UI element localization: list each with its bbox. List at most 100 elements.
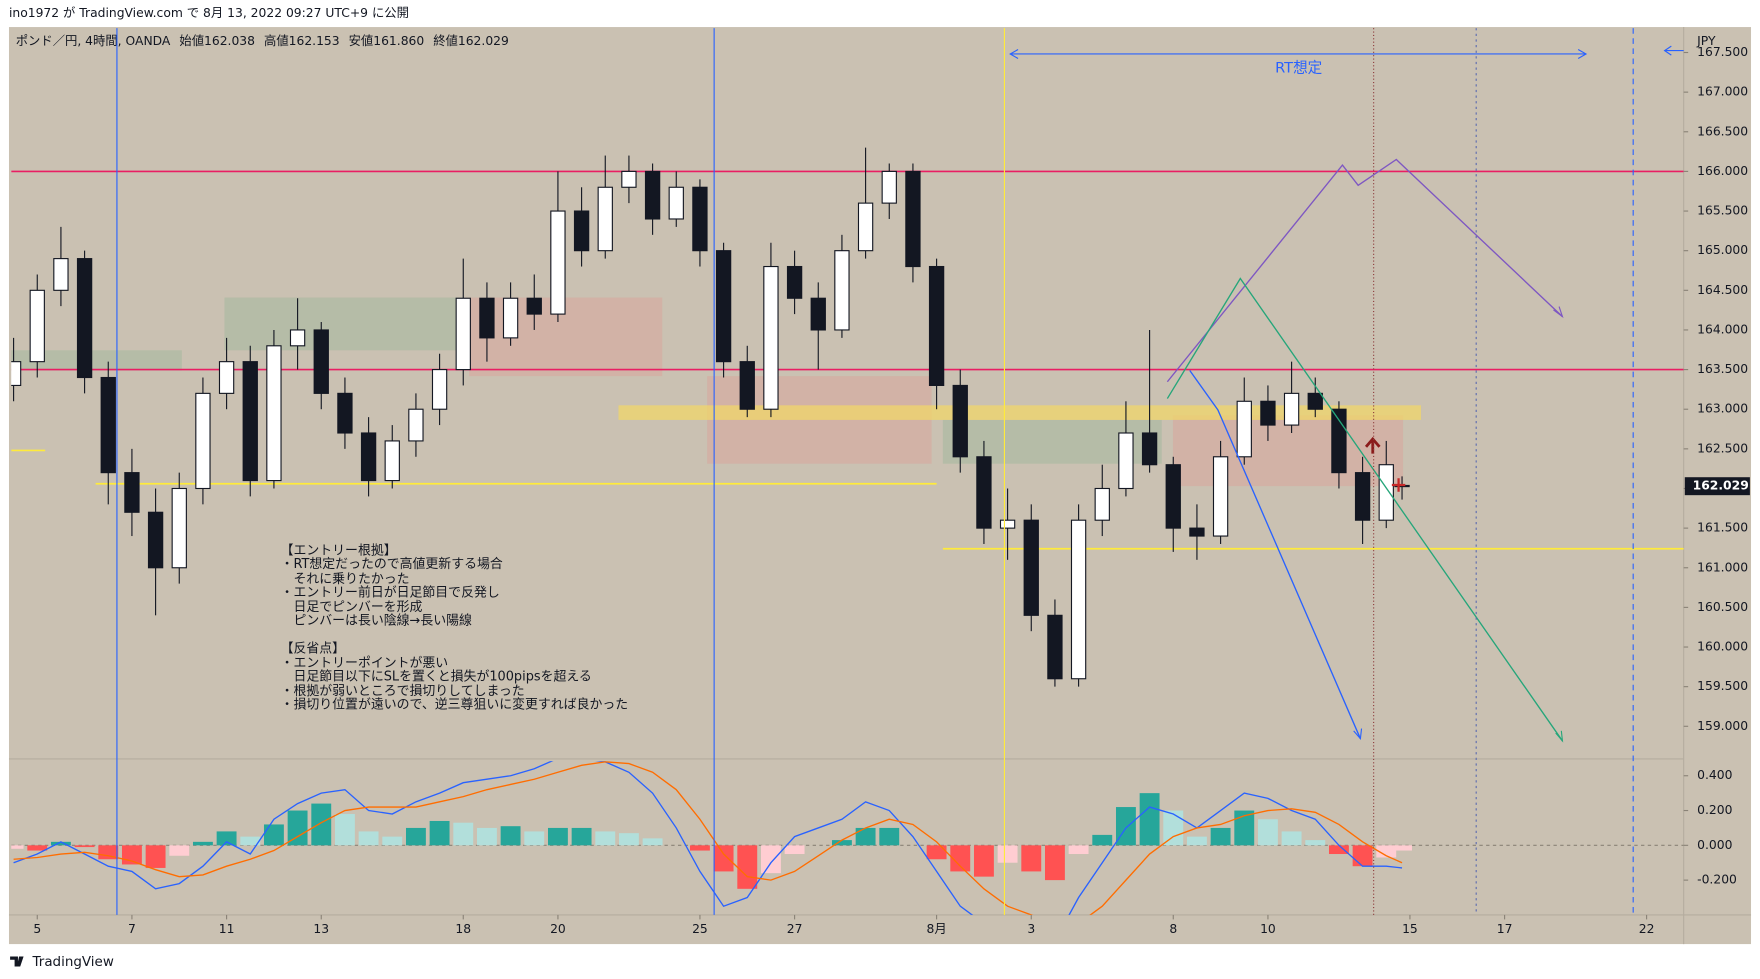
candle-body xyxy=(976,456,992,529)
candle-body xyxy=(502,297,519,339)
histogram-bar xyxy=(334,814,355,846)
x-tick-label: 17 xyxy=(1497,922,1513,936)
annotation-text: RT想定 xyxy=(1275,60,1322,77)
histogram-bar xyxy=(500,826,521,846)
note-line: ・根拠が弱いところで損切りしてしまった xyxy=(281,684,525,699)
histogram-bar xyxy=(429,820,450,846)
y-tick-label: 0.200 xyxy=(1697,803,1732,817)
note-line: 日足節目以下にSLを置くと損失が100pipsを超える xyxy=(281,669,592,684)
histogram-bar xyxy=(831,840,852,846)
candle-body xyxy=(857,202,874,252)
arrow-head xyxy=(1353,728,1363,741)
chart-title: ポンド／円, 4時間, OANDA xyxy=(16,34,171,48)
histogram-bar xyxy=(216,831,237,846)
histogram-bar xyxy=(1352,845,1373,867)
histogram-bar xyxy=(618,833,639,846)
ohlc-legend: 始値162.038 高値162.153 安値161.860 終値162.029 xyxy=(179,33,509,48)
zone xyxy=(224,297,463,351)
trend-drawings xyxy=(1009,45,1684,743)
note-line: ・RT想定だったので高値更新する場合 xyxy=(281,556,503,572)
note-line: ・エントリーポイントが悪い xyxy=(281,656,449,671)
candle-body xyxy=(408,408,424,442)
zone xyxy=(618,405,1422,420)
x-tick-label: 20 xyxy=(550,922,566,936)
candle-body xyxy=(550,210,566,315)
histogram-bar xyxy=(453,822,474,846)
x-tick-label: 18 xyxy=(455,922,471,936)
histogram-bar xyxy=(1068,845,1089,855)
histogram-bar xyxy=(263,824,284,846)
histogram-bar xyxy=(879,827,900,846)
candle-body xyxy=(644,170,661,220)
candle-body xyxy=(1189,527,1205,537)
candle-body xyxy=(739,361,755,410)
y-tick-label: 165.500 xyxy=(1697,204,1748,218)
chart-background xyxy=(8,27,1752,945)
y-tick-label: 167.000 xyxy=(1697,85,1748,99)
ohlc-value: 始値162.038 xyxy=(179,33,255,48)
histogram-bar xyxy=(1186,836,1207,846)
candle-body xyxy=(479,297,495,339)
histogram-bar xyxy=(524,831,545,846)
histogram-bar xyxy=(240,836,261,846)
lines xyxy=(11,170,1684,550)
candle-body xyxy=(11,361,22,387)
y-tick-label: 164.500 xyxy=(1697,283,1748,297)
y-tick-label: 165.000 xyxy=(1697,243,1748,257)
x-tick-label: 10 xyxy=(1260,922,1276,936)
histogram-bar xyxy=(997,845,1018,863)
candle-body xyxy=(242,361,258,482)
candle-body xyxy=(597,186,613,252)
y-tick-label: 164.000 xyxy=(1697,322,1748,336)
histogram-bar xyxy=(737,845,758,889)
candle-body xyxy=(1047,614,1063,680)
histogram-bar xyxy=(689,845,710,851)
macd-pane xyxy=(11,761,1684,915)
y-tick-label: 0.400 xyxy=(1697,768,1732,782)
candle-body xyxy=(1212,456,1229,537)
histogram-bar xyxy=(713,845,734,872)
histogram-bar xyxy=(760,845,781,874)
y-tick-label: 160.000 xyxy=(1697,640,1748,654)
histogram-bar xyxy=(1305,840,1326,846)
histogram-bar xyxy=(382,836,403,846)
candle-body xyxy=(1023,519,1039,616)
x-tick-label: 25 xyxy=(692,922,708,936)
y-tick-label: 0.000 xyxy=(1697,838,1732,852)
zone xyxy=(469,297,663,377)
x-tick-label: 15 xyxy=(1402,922,1418,936)
histogram-bar xyxy=(595,831,616,846)
note-line: ・損切り位置が遠いので、逆三尊狙いに変更すれば良かった xyxy=(281,697,629,713)
candle-body xyxy=(218,361,235,394)
candle-body xyxy=(384,440,400,482)
candle-body xyxy=(147,511,164,569)
y-tick-label: 161.000 xyxy=(1697,560,1748,574)
candle-body xyxy=(337,392,353,434)
y-tick-label: 160.500 xyxy=(1697,600,1748,614)
x-tick-label: 22 xyxy=(1639,922,1655,936)
histogram-bar xyxy=(784,845,805,855)
exit-mark xyxy=(1391,478,1406,492)
y-tick-label: 163.000 xyxy=(1697,402,1748,416)
histogram-bar xyxy=(1328,845,1349,855)
publisher: ino1972 が TradingView.com で 8月 13, 2022 … xyxy=(9,5,409,20)
histogram-bar xyxy=(1210,827,1231,846)
x-tick-label: 8月 xyxy=(927,922,947,936)
y-tick-label: 159.500 xyxy=(1697,679,1748,693)
candle-body xyxy=(621,170,637,188)
ohlc-value: 安値161.860 xyxy=(349,33,425,48)
arrow-head xyxy=(1555,730,1564,743)
candle-body xyxy=(1070,519,1087,680)
logo xyxy=(10,956,24,967)
x-tick-label: 7 xyxy=(128,922,136,936)
candle-body xyxy=(266,345,282,482)
histogram-bar xyxy=(571,827,592,846)
candle-body xyxy=(1118,432,1134,490)
candle-body xyxy=(455,297,471,371)
histogram-bar xyxy=(311,803,332,846)
currency: JPY xyxy=(1696,34,1716,48)
note-line: 【エントリー根拠】 xyxy=(281,544,397,559)
candle-body xyxy=(360,432,377,482)
candle-body xyxy=(289,329,306,347)
histogram-bar xyxy=(287,810,308,846)
